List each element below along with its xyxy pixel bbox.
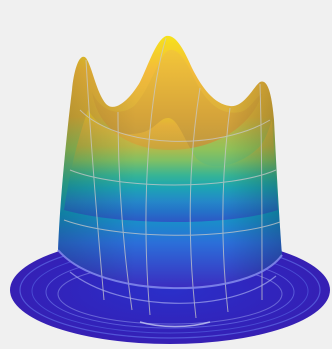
- surface-body: [58, 35, 282, 289]
- surface-rim: [57, 249, 283, 328]
